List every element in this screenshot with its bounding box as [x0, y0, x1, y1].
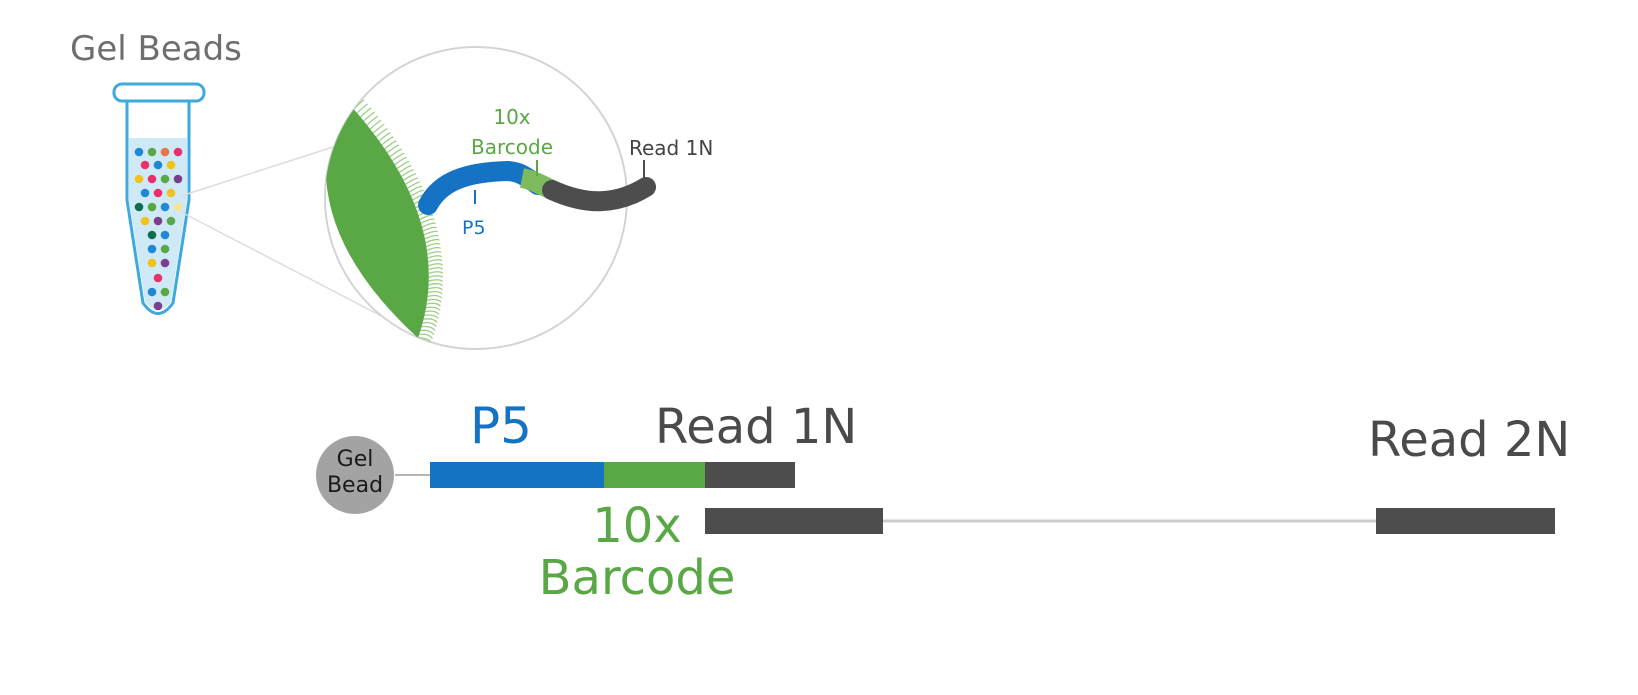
gel-bead-label-line1: Gel	[337, 447, 374, 472]
barcode-label-line2: Barcode	[539, 550, 736, 606]
inset-read1-segment	[542, 177, 656, 212]
gel-bead-label-line2: Bead	[327, 473, 383, 498]
bead-dots	[134, 147, 183, 311]
read2-label: Read 2N	[1368, 412, 1570, 468]
insert-left-segment	[705, 508, 883, 534]
read1-label: Read 1N	[655, 399, 857, 455]
barcode-segment	[604, 462, 705, 488]
gel-bead-surface	[325, 105, 429, 338]
inset-barcode-label-line2: Barcode	[471, 135, 553, 159]
read1-segment	[705, 462, 795, 488]
magnified-bead-circle: 10x Barcode Read 1N P5	[324, 46, 713, 350]
read2-segment	[1376, 508, 1555, 534]
p5-segment	[430, 462, 604, 488]
gel-beads-title: Gel Beads	[70, 29, 242, 69]
gel-bead-circle	[316, 436, 394, 514]
library-construct: Gel Bead P5 Read 1N Read 2N 10x Barcode	[316, 397, 1570, 606]
barcode-label-line1: 10x	[592, 498, 681, 554]
inset-read1-label: Read 1N	[629, 136, 713, 160]
p5-label: P5	[470, 397, 532, 455]
inset-p5-label: P5	[462, 217, 486, 239]
inset-barcode-label-line1: 10x	[493, 105, 530, 129]
tube-icon	[112, 82, 206, 315]
